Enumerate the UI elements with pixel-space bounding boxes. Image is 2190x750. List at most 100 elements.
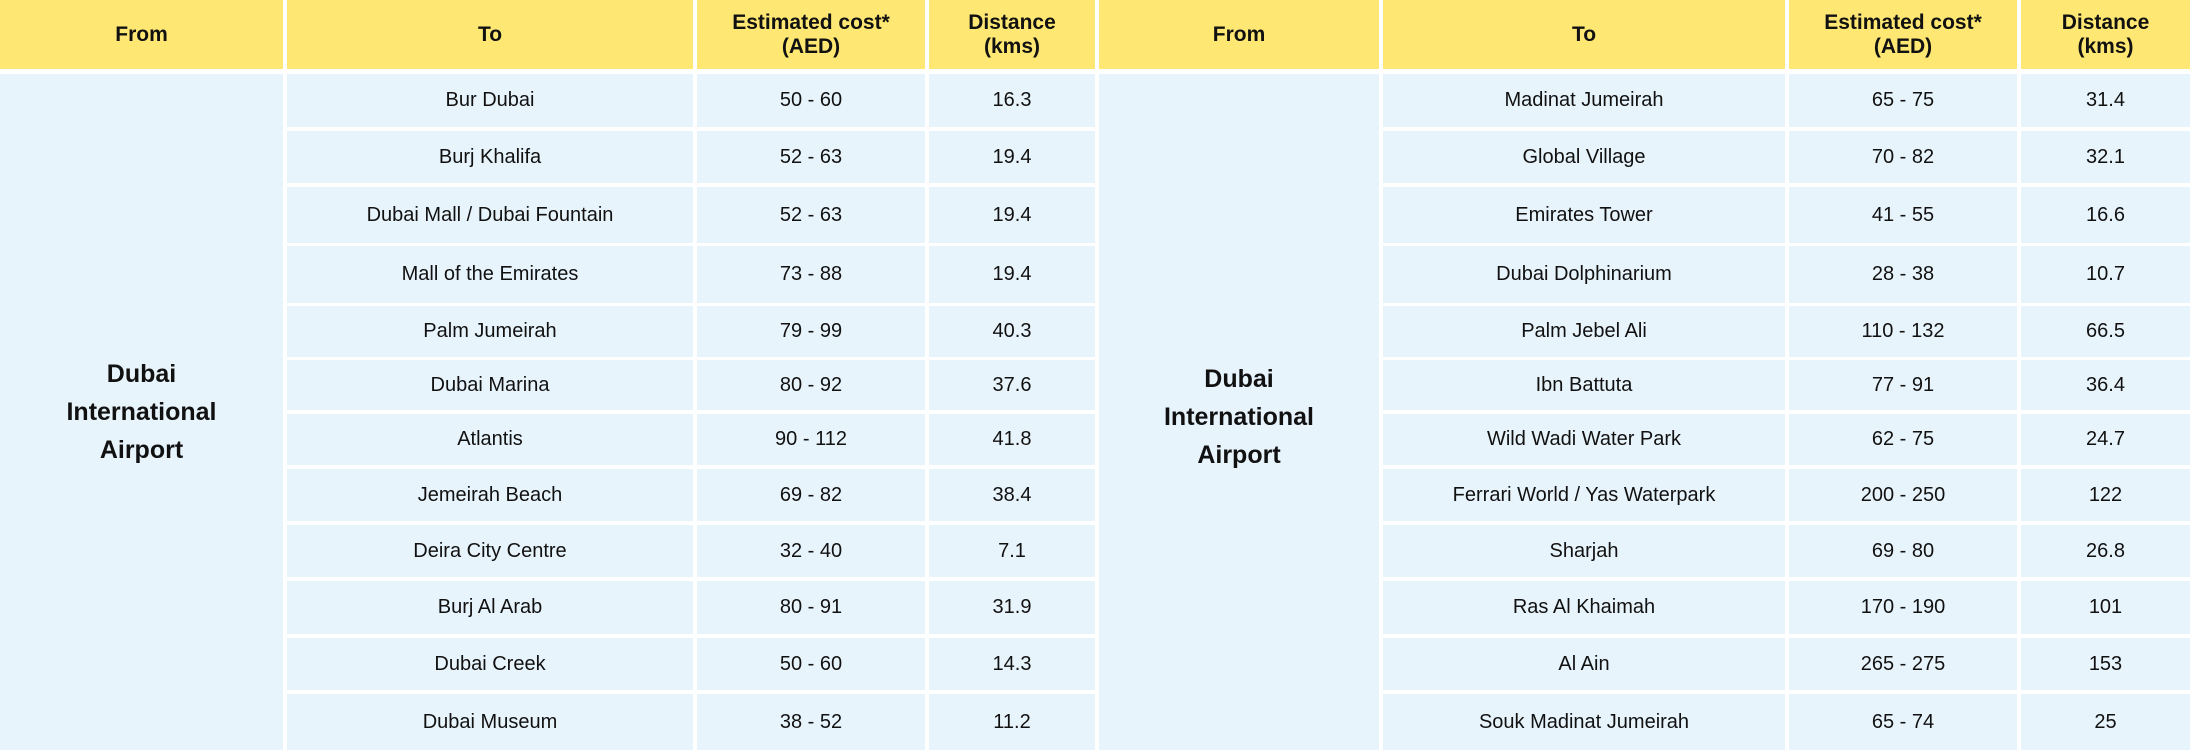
table-cell-distance: 16.3	[929, 74, 1095, 127]
cell-cost-value: 28 - 38	[1871, 263, 1935, 285]
table-cell-cost: 52 - 63	[697, 131, 925, 183]
from-line3: Airport	[1197, 441, 1281, 469]
cell-cost-value: 38 - 52	[779, 710, 843, 733]
table-cell-cost: 80 - 91	[697, 581, 925, 634]
table-cell-to: Dubai Mall / Dubai Fountain	[287, 187, 693, 243]
table-cell-cost: 69 - 82	[697, 469, 925, 521]
from-location-cell: Dubai International Airport	[0, 74, 283, 750]
table-cell-to: Jemeirah Beach	[287, 469, 693, 521]
cell-cost-value: 52 - 63	[779, 145, 843, 168]
table-cell-to: Palm Jebel Ali	[1383, 306, 1785, 357]
cell-distance-value: 32.1	[2086, 145, 2125, 168]
header-distance-line2: (kms)	[983, 34, 1041, 58]
cell-distance-value: 14.3	[992, 652, 1032, 675]
cell-to-value: Ferrari World / Yas Waterpark	[1452, 483, 1716, 506]
table-cell-to: Deira City Centre	[287, 525, 693, 577]
table-cell-distance: 19.4	[929, 187, 1095, 243]
cell-to-value: Atlantis	[457, 428, 523, 450]
table-cell-distance: 25	[2021, 694, 2190, 750]
cell-cost-value: 50 - 60	[779, 652, 843, 675]
table-cell-distance: 26.8	[2021, 525, 2190, 577]
table-cell-cost: 65 - 74	[1789, 694, 2017, 750]
table-cell-cost: 73 - 88	[697, 246, 925, 303]
table-cell-distance: 36.4	[2021, 360, 2190, 410]
cell-to-value: Jemeirah Beach	[417, 483, 563, 506]
cell-distance-value: 66.5	[2086, 320, 2125, 342]
cell-to-value: Mall of the Emirates	[401, 263, 579, 285]
cell-distance-value: 10.7	[2086, 263, 2125, 285]
table-cell-cost: 80 - 92	[697, 360, 925, 410]
cell-to-value: Palm Jebel Ali	[1521, 320, 1647, 342]
cell-cost-value: 50 - 60	[779, 89, 843, 111]
table-cell-cost: 62 - 75	[1789, 414, 2017, 465]
cell-to-value: Ras Al Khaimah	[1512, 596, 1656, 618]
cell-distance-value: 38.4	[992, 483, 1032, 506]
header-estimated-cost: Estimated cost* (AED)	[697, 0, 925, 69]
table-cell-to: Souk Madinat Jumeirah	[1383, 694, 1785, 750]
table-cell-cost: 32 - 40	[697, 525, 925, 577]
cell-cost-value: 110 - 132	[1861, 320, 1945, 342]
cell-cost-value: 70 - 82	[1871, 145, 1935, 168]
header-to-label: To	[1571, 22, 1597, 46]
table-cell-distance: 24.7	[2021, 414, 2190, 465]
table-cell-to: Palm Jumeirah	[287, 306, 693, 357]
cell-distance-value: 153	[2088, 652, 2123, 675]
header-distance: Distance (kms)	[2021, 0, 2190, 69]
table-cell-to: Mall of the Emirates	[287, 246, 693, 303]
header-cost-line1: Estimated cost*	[732, 10, 890, 34]
table-cell-to: Bur Dubai	[287, 74, 693, 127]
table-cell-to: Burj Al Arab	[287, 581, 693, 634]
table-cell-to: Wild Wadi Water Park	[1383, 414, 1785, 465]
table-cell-distance: 101	[2021, 581, 2190, 634]
table-cell-to: Global Village	[1383, 131, 1785, 183]
header-from-label: From	[1212, 22, 1266, 46]
table-cell-distance: 38.4	[929, 469, 1095, 521]
from-line2: International	[1163, 403, 1314, 431]
cell-to-value: Burj Al Arab	[437, 596, 543, 618]
cell-distance-value: 122	[2088, 483, 2123, 506]
cell-distance-value: 7.1	[998, 539, 1026, 562]
cell-distance-value: 25	[2094, 710, 2117, 733]
table-cell-to: Burj Khalifa	[287, 131, 693, 183]
cell-cost-value: 65 - 74	[1871, 710, 1935, 733]
cell-cost-value: 80 - 92	[779, 373, 843, 396]
header-distance-line2: (kms)	[2077, 34, 2134, 58]
cell-to-value: Dubai Marina	[430, 373, 550, 396]
cell-to-value: Bur Dubai	[445, 89, 535, 111]
cell-to-value: Dubai Museum	[422, 710, 558, 733]
table-cell-to: Dubai Museum	[287, 694, 693, 750]
table-cell-cost: 79 - 99	[697, 306, 925, 357]
cell-to-value: Palm Jumeirah	[423, 320, 557, 342]
table-cell-to: Dubai Dolphinarium	[1383, 246, 1785, 303]
cell-cost-value: 62 - 75	[1871, 428, 1935, 450]
cell-cost-value: 265 - 275	[1860, 652, 1946, 675]
cell-to-value: Souk Madinat Jumeirah	[1478, 710, 1690, 733]
cell-to-value: Dubai Mall / Dubai Fountain	[366, 203, 614, 226]
cell-to-value: Ibn Battuta	[1535, 373, 1633, 396]
table-cell-distance: 10.7	[2021, 246, 2190, 303]
table-cell-cost: 170 - 190	[1789, 581, 2017, 634]
cell-distance-value: 16.3	[992, 89, 1032, 111]
cell-cost-value: 32 - 40	[779, 539, 843, 562]
table-cell-to: Ferrari World / Yas Waterpark	[1383, 469, 1785, 521]
table-cell-cost: 65 - 75	[1789, 74, 2017, 127]
table-cell-distance: 40.3	[929, 306, 1095, 357]
cell-distance-value: 11.2	[993, 710, 1031, 733]
header-cost-line2: (AED)	[781, 34, 841, 58]
cell-to-value: Burj Khalifa	[438, 145, 542, 168]
left-fare-table: From To Estimated cost* (AED) Distance (kms) D…	[0, 0, 1095, 750]
table-cell-distance: 41.8	[929, 414, 1095, 465]
table-cell-cost: 28 - 38	[1789, 246, 2017, 303]
table-cell-cost: 77 - 91	[1789, 360, 2017, 410]
cell-cost-value: 77 - 91	[1871, 373, 1935, 396]
cell-distance-value: 19.4	[992, 203, 1032, 226]
cell-cost-value: 52 - 63	[779, 203, 843, 226]
table-cell-distance: 122	[2021, 469, 2190, 521]
from-line2: International	[66, 398, 217, 426]
table-cell-distance: 19.4	[929, 131, 1095, 183]
cell-distance-value: 24.7	[2086, 428, 2125, 450]
table-cell-cost: 38 - 52	[697, 694, 925, 750]
header-to-label: To	[477, 22, 503, 46]
table-cell-distance: 31.9	[929, 581, 1095, 634]
cell-to-value: Madinat Jumeirah	[1504, 89, 1664, 111]
